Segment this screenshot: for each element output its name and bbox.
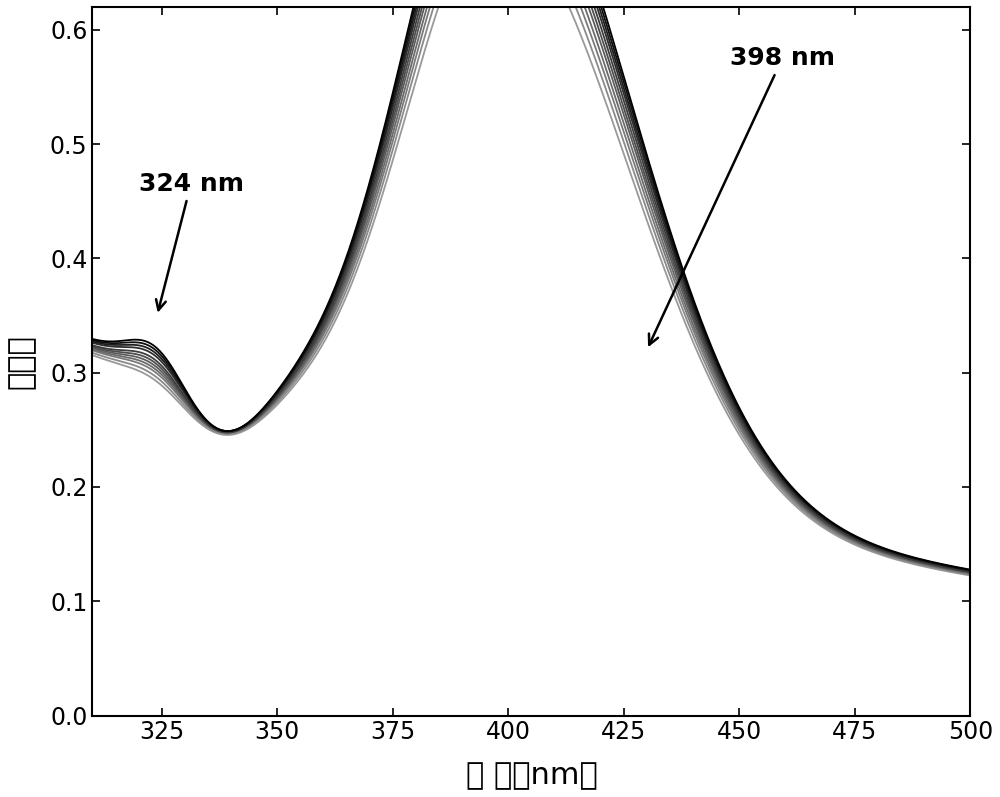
Text: 398 nm: 398 nm [649, 45, 835, 345]
Text: 324 nm: 324 nm [139, 171, 244, 310]
X-axis label: 波 长（nm）: 波 长（nm） [466, 761, 597, 790]
Y-axis label: 吸光度: 吸光度 [7, 334, 36, 389]
